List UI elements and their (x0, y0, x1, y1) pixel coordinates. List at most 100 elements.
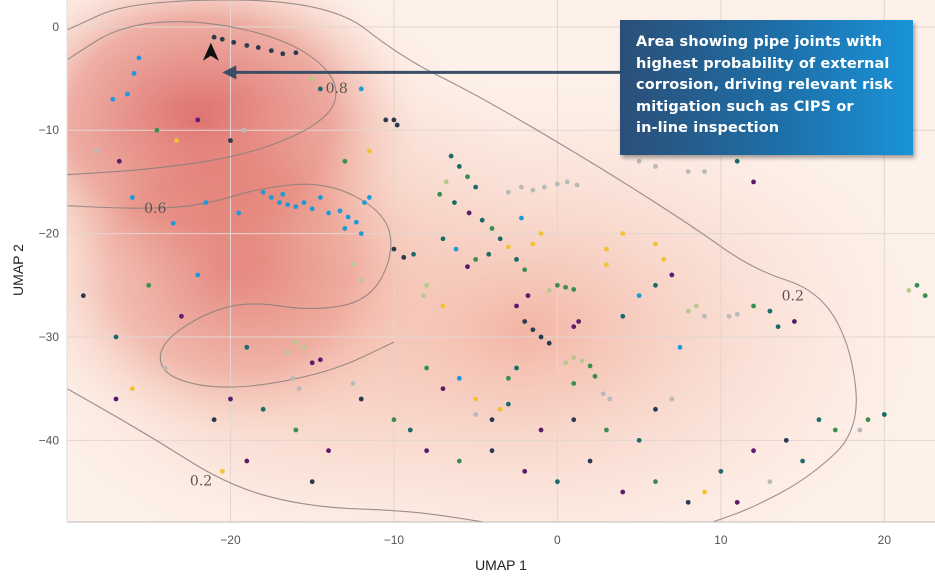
scatter-point (424, 282, 430, 288)
scatter-point (489, 448, 495, 454)
scatter-point (702, 169, 707, 174)
scatter-point (600, 391, 606, 397)
scatter-point (420, 293, 426, 299)
scatter-point (317, 86, 323, 92)
callout-line: corrosion, driving relevant risk (636, 77, 893, 93)
scatter-point (236, 210, 242, 216)
scatter-point (620, 489, 626, 495)
scatter-point (865, 417, 871, 423)
scatter-point (391, 417, 397, 423)
scatter-point (131, 70, 137, 76)
scatter-point (342, 226, 348, 231)
scatter-point (277, 200, 282, 205)
scatter-point (816, 417, 822, 423)
scatter-point (401, 254, 407, 260)
scatter-point (525, 293, 531, 299)
scatter-point (195, 117, 201, 123)
scatter-point (309, 479, 315, 485)
scatter-point (497, 406, 503, 412)
scatter-point (522, 267, 528, 273)
scatter-point (80, 293, 86, 299)
scatter-point (290, 375, 295, 381)
scatter-point (244, 43, 250, 48)
scatter-point (571, 287, 577, 292)
scatter-point (800, 458, 805, 464)
scatter-point (424, 365, 430, 371)
scatter-point (538, 334, 544, 340)
scatter-point (358, 396, 364, 402)
x-tick-label: 10 (714, 533, 728, 547)
y-tick-label: −40 (39, 433, 60, 447)
scatter-point (113, 396, 119, 402)
scatter-point (260, 406, 266, 412)
x-axis-label: UMAP 1 (475, 557, 527, 573)
scatter-point (653, 479, 658, 485)
scatter-point (604, 427, 609, 433)
scatter-point (244, 458, 250, 464)
y-tick-label: 0 (52, 20, 59, 34)
scatter-point (571, 417, 577, 423)
x-tick-label: −10 (384, 533, 405, 547)
scatter-point (301, 200, 307, 205)
scatter-point (219, 36, 225, 42)
scatter-point (448, 153, 454, 159)
scatter-point (505, 401, 511, 407)
scatter-point (519, 215, 524, 221)
scatter-point (391, 117, 397, 123)
scatter-point (775, 324, 781, 330)
scatter-point (751, 303, 756, 309)
scatter-point (636, 437, 642, 443)
scatter-point (110, 96, 116, 102)
scatter-point (767, 479, 773, 485)
scatter-point (260, 189, 266, 195)
scatter-point (554, 479, 560, 485)
contour-lines: 0.8 0.6 0.2 0.2 (67, 0, 857, 522)
scatter-point (440, 386, 446, 392)
scatter-point (129, 386, 135, 392)
scatter-point (734, 158, 740, 164)
scatter-point (576, 319, 582, 324)
callout-line: in-line inspection (636, 120, 780, 136)
scatter-point (677, 344, 683, 350)
scatter-point (489, 226, 495, 231)
scatter-point (832, 427, 838, 433)
scatter-point (345, 214, 351, 220)
scatter-point (113, 334, 119, 340)
scatter-point (211, 34, 217, 40)
scatter-point (574, 182, 580, 188)
scatter-point (530, 327, 536, 333)
scatter-point (170, 220, 176, 226)
scatter-point (383, 117, 389, 123)
scatter-point (301, 344, 307, 350)
scatter-point (154, 127, 160, 133)
scatter-point (914, 282, 920, 288)
scatter-point (268, 48, 274, 54)
scatter-point (268, 195, 274, 200)
contour-label: 0.6 (144, 201, 166, 217)
scatter-point (280, 51, 286, 57)
scatter-point (546, 288, 552, 293)
scatter-point (125, 91, 130, 97)
scatter-point (522, 468, 528, 474)
scatter-point (571, 355, 577, 361)
scatter-point (280, 191, 286, 197)
scatter-point (505, 244, 511, 250)
scatter-point (546, 340, 552, 346)
scatter-point (751, 448, 756, 454)
scatter-point (473, 412, 479, 417)
contour-line-0.2 (67, 388, 484, 522)
scatter-point (505, 189, 511, 195)
scatter-point (734, 499, 740, 505)
scatter-point (792, 319, 797, 324)
scatter-point (636, 293, 642, 299)
scatter-point (411, 251, 416, 257)
scatter-point (881, 412, 887, 417)
scatter-point (702, 313, 707, 319)
scatter-point (94, 148, 99, 154)
scatter-point (718, 468, 724, 474)
contour-label: 0.2 (782, 289, 804, 305)
contour-label: 0.2 (190, 474, 212, 490)
scatter-point (669, 272, 675, 278)
scatter-point (293, 427, 299, 433)
scatter-point (211, 417, 217, 423)
